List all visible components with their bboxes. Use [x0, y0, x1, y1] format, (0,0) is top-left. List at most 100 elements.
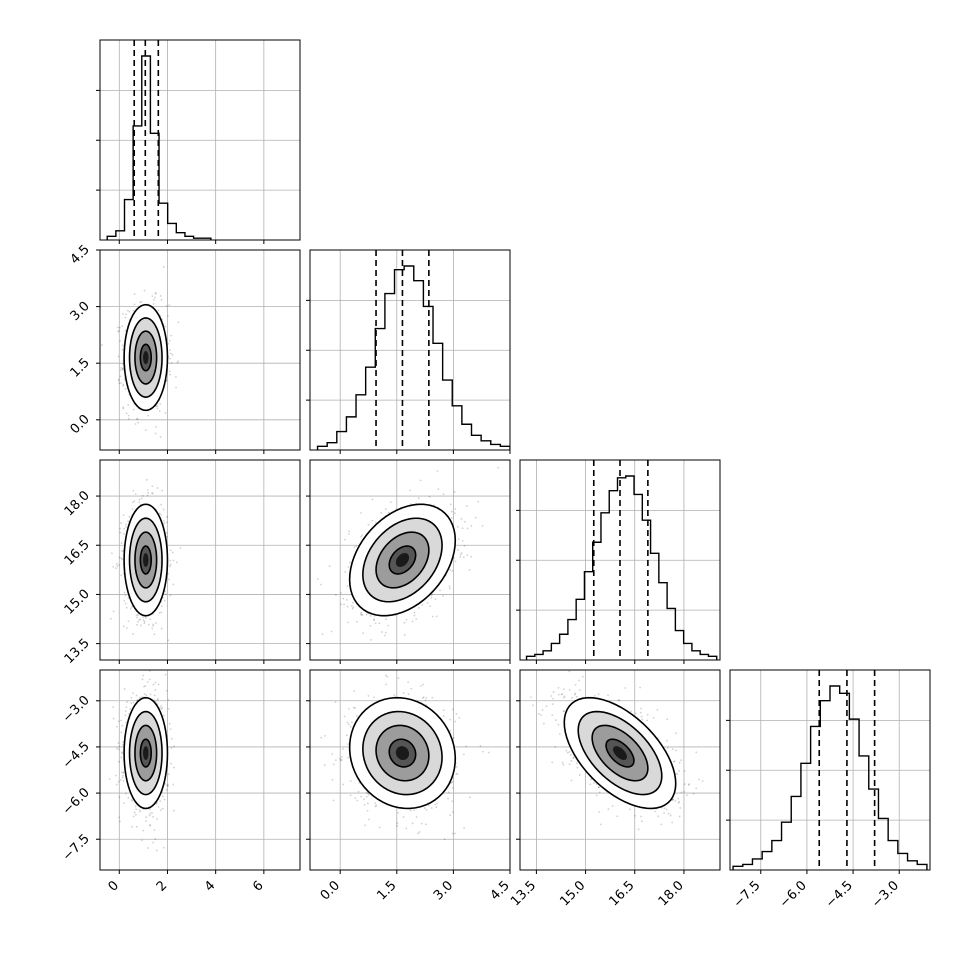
sample-point	[163, 714, 165, 717]
panel-content	[529, 670, 704, 831]
sample-point	[165, 689, 168, 692]
contour-0	[139, 343, 153, 372]
sample-point	[451, 811, 454, 813]
sample-point	[160, 298, 163, 301]
sample-point	[122, 368, 124, 371]
y-tick-label: 18.0	[62, 488, 93, 519]
contour-1	[375, 724, 430, 782]
sample-point	[136, 623, 138, 626]
sample-point	[321, 633, 324, 636]
sample-point	[114, 567, 117, 570]
sample-point	[345, 598, 348, 601]
sample-point	[349, 780, 352, 783]
sample-point	[375, 521, 377, 524]
sample-point	[357, 790, 360, 793]
sample-point	[456, 772, 459, 775]
sample-point	[419, 685, 422, 687]
sample-point	[116, 725, 118, 728]
sample-point	[118, 564, 121, 566]
sample-point	[320, 736, 323, 739]
sample-point	[121, 348, 124, 351]
sample-point	[450, 517, 453, 519]
sample-point	[147, 414, 150, 417]
sample-point	[420, 822, 423, 825]
sample-point	[562, 763, 565, 766]
contour-0	[388, 738, 417, 768]
sample-point	[157, 309, 160, 312]
sample-point	[122, 772, 125, 774]
sample-point	[346, 585, 349, 587]
sample-point	[470, 555, 472, 558]
sample-point	[353, 546, 356, 549]
sample-point	[481, 524, 484, 527]
sample-point	[149, 693, 152, 696]
sample-point	[371, 519, 374, 522]
sample-point	[176, 361, 179, 364]
sample-point	[126, 701, 129, 703]
sample-point	[149, 618, 152, 621]
sample-point	[154, 432, 157, 435]
sample-point	[174, 375, 177, 378]
sample-point	[466, 527, 469, 530]
contour-1	[375, 531, 430, 589]
x-tick-label: 6	[250, 878, 266, 894]
sample-point	[119, 369, 122, 372]
sample-point	[429, 605, 431, 608]
sample-point	[148, 824, 151, 827]
sample-point	[141, 616, 144, 619]
sample-point	[687, 784, 690, 786]
sample-point	[415, 816, 418, 818]
sample-point	[372, 618, 375, 621]
sample-point	[346, 721, 349, 724]
sample-point	[127, 796, 130, 799]
sample-point	[117, 379, 120, 382]
sample-point	[122, 407, 125, 410]
sample-point	[451, 570, 454, 572]
sample-point	[167, 707, 170, 710]
sample-point	[125, 523, 127, 526]
sample-point	[656, 708, 659, 711]
sample-point	[563, 695, 566, 698]
sample-point	[125, 792, 128, 795]
axes-frame	[309, 459, 511, 661]
sample-point	[351, 607, 354, 610]
sample-point	[331, 752, 334, 755]
sample-point	[365, 791, 368, 794]
sample-point	[117, 378, 120, 381]
sample-point	[417, 497, 420, 500]
sample-point	[423, 807, 426, 809]
sample-point	[131, 800, 134, 802]
sample-point	[424, 699, 427, 702]
sample-point	[117, 742, 120, 744]
sample-point	[164, 412, 167, 414]
sample-point	[134, 423, 137, 425]
sample-point	[334, 701, 337, 703]
sample-point	[143, 685, 145, 688]
sample-point	[413, 614, 416, 617]
sample-point	[130, 606, 133, 608]
sample-point	[459, 556, 462, 558]
sample-point	[152, 303, 155, 305]
sample-point	[570, 779, 573, 782]
sample-point	[155, 849, 158, 852]
sample-point	[443, 838, 446, 841]
sample-point	[675, 749, 677, 752]
panel-3-1: 0.0 1.5 3.0 4.5	[306, 667, 513, 903]
sample-point	[378, 622, 381, 625]
sample-point	[442, 709, 445, 712]
sample-point	[449, 503, 452, 506]
sample-point	[163, 599, 166, 602]
sample-point	[171, 354, 174, 356]
sample-point	[415, 618, 418, 620]
sample-point	[387, 511, 390, 514]
sample-point	[365, 613, 368, 616]
sample-point	[398, 667, 400, 669]
sample-point	[117, 720, 120, 723]
panel-2-0: 13.515.016.518.0	[62, 459, 301, 667]
sample-point	[479, 745, 482, 747]
sample-point	[362, 632, 364, 635]
sample-point	[639, 686, 642, 689]
sample-point	[160, 611, 163, 614]
panel-content	[320, 667, 490, 841]
sample-point	[115, 562, 118, 565]
